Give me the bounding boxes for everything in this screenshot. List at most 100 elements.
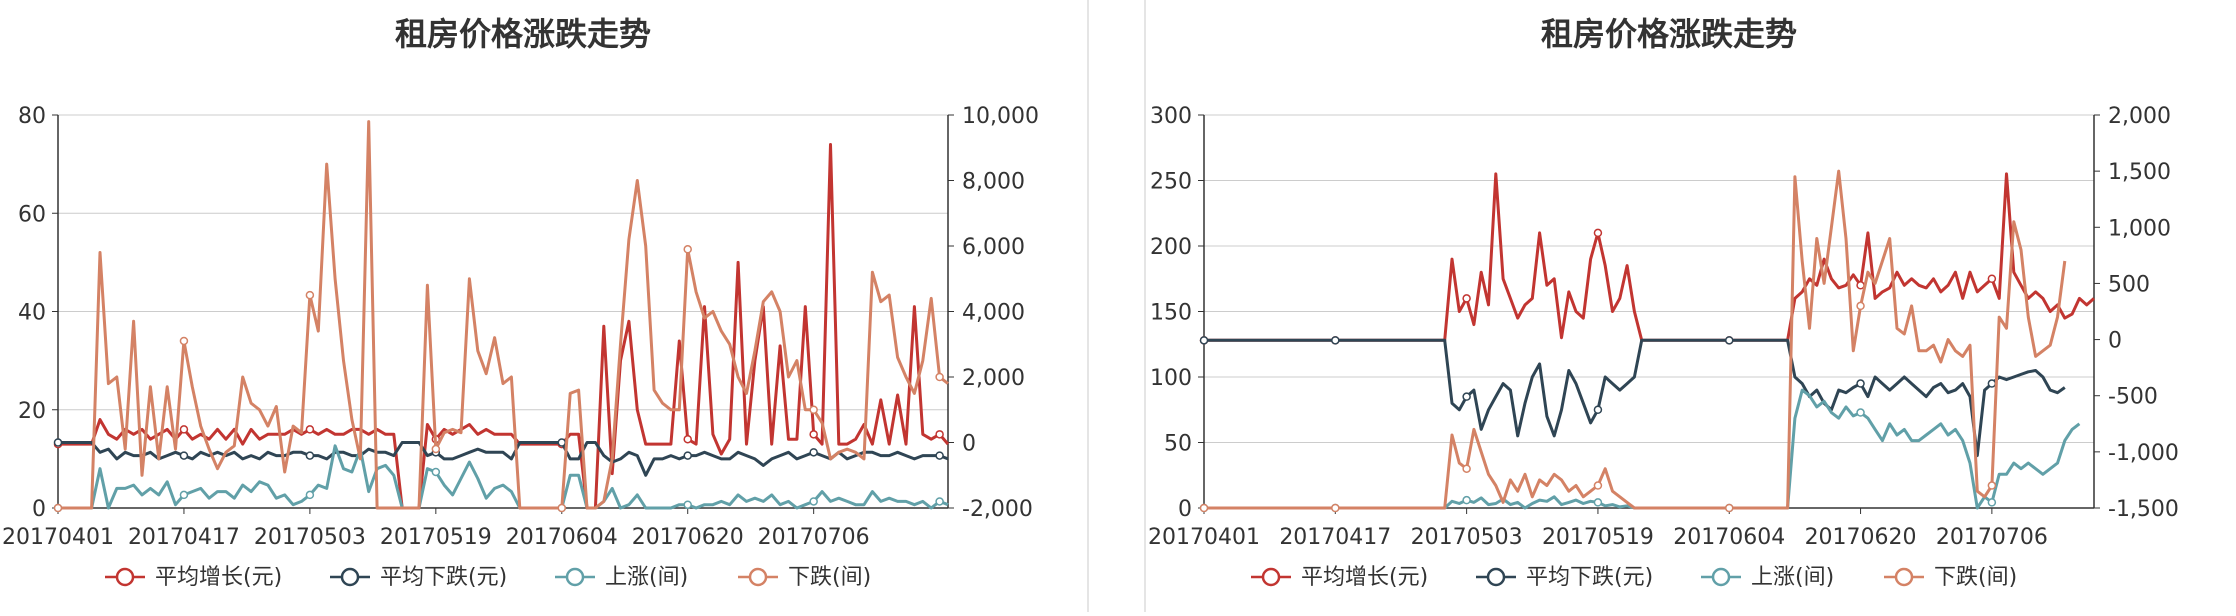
series-line-1[interactable] bbox=[1204, 172, 2095, 342]
series-point[interactable] bbox=[431, 467, 441, 477]
series-point[interactable] bbox=[1593, 498, 1603, 507]
chart-title: 租房价格涨跌走势 bbox=[395, 15, 651, 53]
legend-item[interactable]: 平均下跌(元) bbox=[330, 565, 507, 590]
legend-circle-icon bbox=[1711, 567, 1731, 587]
y-left-tick-label: 20 bbox=[18, 399, 46, 424]
series-line-2[interactable] bbox=[1204, 338, 2066, 458]
panel-divider bbox=[1144, 0, 1146, 612]
series-point[interactable] bbox=[809, 430, 818, 439]
series-point[interactable] bbox=[305, 451, 315, 460]
series-point[interactable] bbox=[683, 245, 692, 254]
x-tick-label: 20170503 bbox=[254, 525, 366, 550]
series-line-4[interactable] bbox=[58, 120, 949, 510]
legend-item[interactable]: 下跌(间) bbox=[1884, 565, 2017, 590]
series-point[interactable] bbox=[1593, 481, 1603, 490]
series-point[interactable] bbox=[431, 444, 441, 454]
legend-item[interactable]: 下跌(间) bbox=[738, 565, 871, 590]
series-point[interactable] bbox=[305, 490, 315, 500]
y-right-tick-label: 2,000 bbox=[2108, 104, 2171, 129]
y-right-tick-label: 4,000 bbox=[962, 301, 1025, 326]
series-point[interactable] bbox=[1593, 405, 1603, 414]
y-left-tick-label: 50 bbox=[1164, 432, 1192, 457]
series-point[interactable] bbox=[1593, 228, 1603, 238]
y-right-tick-label: 10,000 bbox=[962, 104, 1039, 129]
series-point[interactable] bbox=[179, 451, 189, 460]
series-point[interactable] bbox=[53, 503, 63, 513]
series-point[interactable] bbox=[1462, 392, 1471, 401]
legend-item[interactable]: 上涨(间) bbox=[1701, 565, 1834, 590]
y-right-tick-label: -2,000 bbox=[962, 497, 1033, 522]
y-right-tick-label: 0 bbox=[962, 432, 976, 457]
series-point[interactable] bbox=[935, 430, 944, 439]
series-point[interactable] bbox=[683, 500, 692, 509]
series-point[interactable] bbox=[305, 290, 315, 300]
legend-label: 上涨(间) bbox=[1751, 565, 1834, 590]
series-point[interactable] bbox=[557, 438, 567, 447]
series-point[interactable] bbox=[1331, 503, 1340, 513]
x-tick-label: 20170417 bbox=[1279, 525, 1391, 550]
y-left-tick-label: 80 bbox=[18, 104, 46, 129]
legend-label: 下跌(间) bbox=[788, 565, 871, 590]
y-right-tick-label: 8,000 bbox=[962, 170, 1025, 195]
y-right-tick-label: 2,000 bbox=[962, 366, 1025, 391]
series-point[interactable] bbox=[1462, 495, 1471, 505]
y-right-tick-label: 1,000 bbox=[2108, 216, 2171, 241]
legend-item[interactable]: 平均下跌(元) bbox=[1476, 565, 1653, 590]
series-point[interactable] bbox=[935, 497, 944, 506]
series-point[interactable] bbox=[1987, 274, 1997, 283]
x-tick-label: 20170401 bbox=[2, 525, 114, 550]
legend-item[interactable]: 上涨(间) bbox=[555, 565, 688, 590]
y-left-tick-label: 100 bbox=[1150, 366, 1192, 391]
series-point[interactable] bbox=[53, 438, 63, 447]
chart-panel-left: 租房价格涨跌走势 0 20 40 60 80 -2,000 0 2,000 4,000 6,000 8… bbox=[0, 0, 1090, 612]
y-left-tick-label: 0 bbox=[32, 497, 46, 522]
series-point[interactable] bbox=[1199, 336, 1209, 345]
series-point[interactable] bbox=[683, 434, 692, 444]
series-line-3[interactable] bbox=[58, 444, 949, 510]
x-tick-label: 20170706 bbox=[1936, 525, 2048, 550]
legend-item[interactable]: 平均增长(元) bbox=[1251, 565, 1428, 590]
y-right-tick-label: 500 bbox=[2108, 272, 2150, 297]
legend-circle-icon bbox=[748, 567, 768, 587]
series-line-4[interactable] bbox=[1204, 169, 2067, 510]
series-point[interactable] bbox=[1199, 503, 1209, 513]
x-tick-label: 20170620 bbox=[1805, 525, 1917, 550]
legend-item[interactable]: 平均增长(元) bbox=[105, 565, 282, 590]
legend-circle-icon bbox=[565, 567, 585, 587]
series-point[interactable] bbox=[809, 497, 818, 506]
x-tick-label: 20170519 bbox=[1542, 525, 1654, 550]
series-point[interactable] bbox=[809, 405, 818, 414]
series-point[interactable] bbox=[1724, 336, 1734, 345]
series-point[interactable] bbox=[1331, 336, 1340, 345]
series-point[interactable] bbox=[1856, 379, 1865, 388]
series-point[interactable] bbox=[809, 448, 818, 457]
series-point[interactable] bbox=[1856, 301, 1865, 311]
x-tick-label: 20170604 bbox=[506, 525, 618, 550]
series-point[interactable] bbox=[1987, 379, 1997, 388]
series-point[interactable] bbox=[1856, 408, 1865, 417]
chart-title: 租房价格涨跌走势 bbox=[1541, 15, 1797, 53]
series-point[interactable] bbox=[1724, 503, 1734, 513]
series-point[interactable] bbox=[1987, 481, 1997, 490]
series-point[interactable] bbox=[179, 425, 189, 434]
series-point[interactable] bbox=[1987, 498, 1997, 507]
series-point[interactable] bbox=[179, 336, 189, 346]
series-point[interactable] bbox=[305, 425, 315, 434]
y-left-tick-label: 60 bbox=[18, 202, 46, 227]
series-point[interactable] bbox=[1462, 464, 1471, 473]
series-line-2[interactable] bbox=[58, 441, 949, 477]
y-left-tick-label: 40 bbox=[18, 301, 46, 326]
legend-circle-icon bbox=[1261, 567, 1281, 587]
legend-label: 平均增长(元) bbox=[1301, 565, 1428, 590]
line-chart: 租房价格涨跌走势 0 20 40 60 80 -2,000 0 2,000 4,000 6,000 8… bbox=[2, 15, 1039, 590]
series-point[interactable] bbox=[935, 372, 944, 382]
series-point[interactable] bbox=[179, 490, 189, 500]
legend-label: 下跌(间) bbox=[1934, 565, 2017, 590]
series-point[interactable] bbox=[1462, 294, 1471, 303]
series-point[interactable] bbox=[935, 451, 944, 460]
series-line-3[interactable] bbox=[1204, 388, 2081, 510]
series-point[interactable] bbox=[557, 503, 567, 513]
series-point[interactable] bbox=[683, 451, 692, 460]
line-chart: 租房价格涨跌走势 0 50 100 150 200 250 300 -1,500 -1,000 -5… bbox=[1148, 15, 2179, 590]
y-left-tick-label: 250 bbox=[1150, 170, 1192, 195]
